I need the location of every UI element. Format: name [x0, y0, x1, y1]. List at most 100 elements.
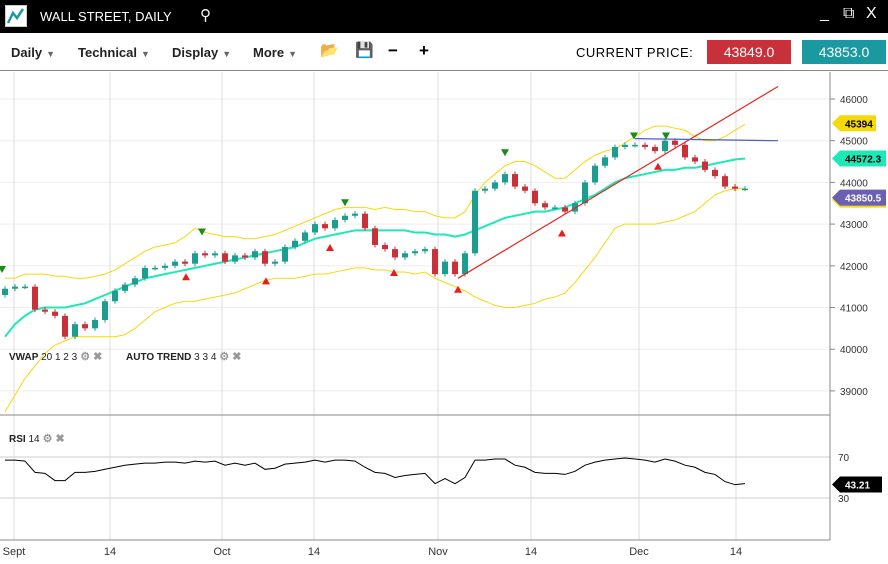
close-icon[interactable]: ✖ — [55, 433, 65, 445]
buy-signal-marker — [654, 162, 662, 170]
y-tick-label: 46000 — [840, 95, 868, 106]
candle — [682, 144, 688, 158]
candle — [552, 207, 558, 209]
menu-display[interactable]: Display ▼ — [172, 45, 231, 60]
price-tag-text: 43850.5 — [845, 194, 882, 205]
candle — [512, 174, 518, 187]
sell-price-button[interactable]: 43849.0 — [707, 40, 791, 64]
x-tick-label: 14 — [730, 546, 742, 558]
candle — [672, 140, 678, 145]
close-button[interactable]: X — [866, 5, 877, 22]
price-tag-bg — [832, 150, 886, 167]
candle — [742, 188, 748, 191]
candle — [242, 255, 248, 258]
menu-more[interactable]: More ▼ — [253, 45, 297, 60]
candle — [502, 174, 508, 183]
candle — [42, 309, 48, 312]
folder-open-icon[interactable]: 📂 — [320, 42, 339, 59]
candle — [662, 140, 668, 152]
close-icon[interactable]: ✖ — [93, 351, 103, 363]
candle — [452, 261, 458, 275]
caret-down-icon: ▼ — [222, 49, 232, 59]
candle — [412, 251, 418, 254]
search-icon[interactable]: ⚲ — [200, 7, 211, 24]
current-price-label: CURRENT PRICE: — [576, 45, 694, 60]
candle — [292, 240, 298, 248]
menu-daily[interactable]: Daily ▼ — [11, 45, 55, 60]
zoom-out-button[interactable]: − — [388, 41, 398, 60]
y-tick-label: 45000 — [840, 137, 868, 148]
toolbar: Daily ▼ Technical ▼ Display ▼ More ▼ 📂 💾 − +… — [0, 33, 888, 71]
candle — [252, 251, 258, 258]
x-tick-label: Dec — [629, 546, 649, 558]
candle — [172, 261, 178, 266]
buy-signal-marker — [262, 277, 270, 285]
candle — [32, 286, 38, 310]
candle — [692, 157, 698, 162]
candle — [632, 144, 638, 147]
candle — [192, 253, 198, 264]
candle — [162, 265, 168, 268]
vwap-line — [4, 157, 746, 338]
menu-label: More — [253, 45, 285, 60]
menu-label: Daily — [11, 45, 43, 60]
trend-line — [457, 85, 779, 279]
candle — [482, 188, 488, 191]
candle — [562, 207, 568, 212]
candle — [642, 144, 648, 147]
x-tick-label: 14 — [308, 546, 320, 558]
candle — [132, 278, 138, 285]
y-tick-label: 39000 — [840, 387, 868, 398]
gear-icon[interactable]: ⚙ — [42, 433, 53, 445]
buy-signal-marker — [390, 269, 398, 277]
rsi-line — [5, 457, 746, 486]
candle — [222, 253, 228, 262]
indicator-params: 20 1 2 3 — [41, 352, 78, 363]
indicator-name: AUTO TREND — [126, 352, 192, 363]
caret-down-icon: ▼ — [46, 49, 55, 59]
candle — [622, 144, 628, 147]
candle — [52, 311, 58, 316]
title-bar: WALL STREET, DAILY ⚲ _ ⧉ X — [0, 0, 888, 33]
candle — [402, 253, 408, 258]
candle — [392, 249, 398, 258]
candle — [272, 261, 278, 264]
upper-band-line — [5, 123, 746, 279]
x-tick-label: 14 — [104, 546, 116, 558]
popout-icon[interactable]: ⧉ — [843, 5, 855, 22]
menu-technical[interactable]: Technical ▼ — [78, 45, 150, 60]
close-icon[interactable]: ✖ — [232, 351, 242, 363]
candle — [182, 261, 188, 264]
candle — [2, 288, 8, 295]
lower-band-line — [4, 188, 745, 413]
candle — [722, 176, 728, 187]
y-tick-label: 42000 — [840, 262, 868, 273]
price-tag-bg — [832, 189, 886, 206]
vwap-tag: 44572.3 — [832, 150, 886, 167]
vwap-indicator-label: VWAP 20 1 2 3 ⚙ ✖ — [9, 350, 102, 363]
rsi-tick-label: 70 — [838, 453, 850, 464]
candle — [352, 213, 358, 216]
gear-icon[interactable]: ⚙ — [80, 351, 91, 363]
candle — [472, 190, 478, 254]
gear-icon[interactable]: ⚙ — [219, 351, 230, 363]
indicator-params: 14 — [28, 434, 40, 445]
buy-signal-marker — [558, 229, 566, 237]
zoom-in-button[interactable]: + — [419, 41, 429, 60]
sell-signal-marker — [198, 228, 206, 236]
save-icon[interactable]: 💾 — [355, 42, 374, 59]
candle — [372, 228, 378, 245]
price-chart[interactable]: 46000 45000 44000 43000 42000 41000 40000 39000… — [0, 72, 888, 564]
candle — [542, 203, 548, 208]
candle — [702, 161, 708, 170]
candle — [62, 315, 68, 337]
indicator-name: VWAP — [9, 352, 39, 363]
indicator-params: 3 3 4 — [194, 352, 217, 363]
resistance-line — [634, 138, 779, 142]
candle — [432, 249, 438, 275]
x-tick-label: Nov — [428, 546, 448, 558]
y-tick-label: 44000 — [840, 178, 868, 189]
minimize-button[interactable]: _ — [820, 5, 829, 22]
buy-price-button[interactable]: 43853.0 — [802, 40, 886, 64]
price-tag-bg — [832, 115, 876, 132]
